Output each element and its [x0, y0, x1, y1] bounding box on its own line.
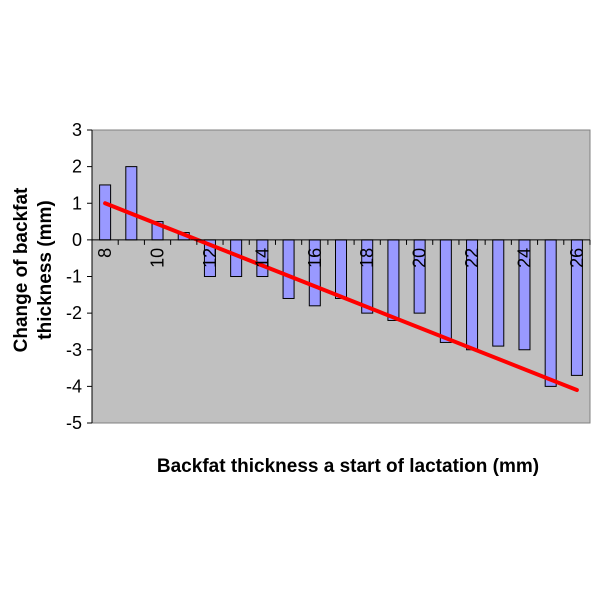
bar [492, 239, 505, 347]
bar [125, 166, 138, 241]
x-tick-label: 14 [252, 248, 272, 268]
bar [544, 239, 557, 387]
y-tick-labels: 3 2 1 0 -1 -2 -3 -4 -5 [66, 120, 82, 433]
x-tick-label: 22 [462, 248, 482, 268]
y-tick-label: 2 [72, 157, 82, 177]
y-tick-label: 1 [72, 193, 82, 213]
trendline-layer [103, 201, 579, 393]
x-tick-label: 16 [305, 248, 325, 268]
y-axis-title-line: thickness (mm) [35, 200, 56, 339]
x-tick-label: 10 [148, 248, 168, 268]
bar [387, 239, 400, 321]
y-axis-title: Change of backfat thickness (mm) [11, 187, 56, 352]
x-tick-label: 20 [410, 248, 430, 268]
trendline [103, 201, 579, 393]
bar [282, 239, 295, 299]
y-tick-label: 0 [72, 230, 82, 250]
y-tick-label: -2 [66, 303, 82, 323]
axes-layer [87, 129, 591, 424]
x-tick-label: 24 [514, 248, 534, 268]
y-tick-label: -3 [66, 340, 82, 360]
bars-layer [99, 166, 583, 387]
x-tick-label: 12 [200, 248, 220, 268]
y-tick-label: -5 [66, 413, 82, 433]
y-axis-title-line: Change of backfat [11, 187, 32, 352]
bar [335, 239, 348, 299]
y-tick-label: 3 [72, 120, 82, 140]
bar [439, 239, 452, 343]
x-tick-label: 8 [95, 248, 115, 258]
bar [99, 184, 112, 241]
y-tick-label: -4 [66, 376, 82, 396]
y-tick-label: -1 [66, 267, 82, 287]
x-tick-labels: 8 10 12 14 16 18 20 22 24 26 [95, 248, 587, 268]
x-tick-label: 26 [567, 248, 587, 268]
x-axis-title: Backfat thickness a start of lactation (… [157, 456, 539, 477]
x-tick-label: 18 [357, 248, 377, 268]
